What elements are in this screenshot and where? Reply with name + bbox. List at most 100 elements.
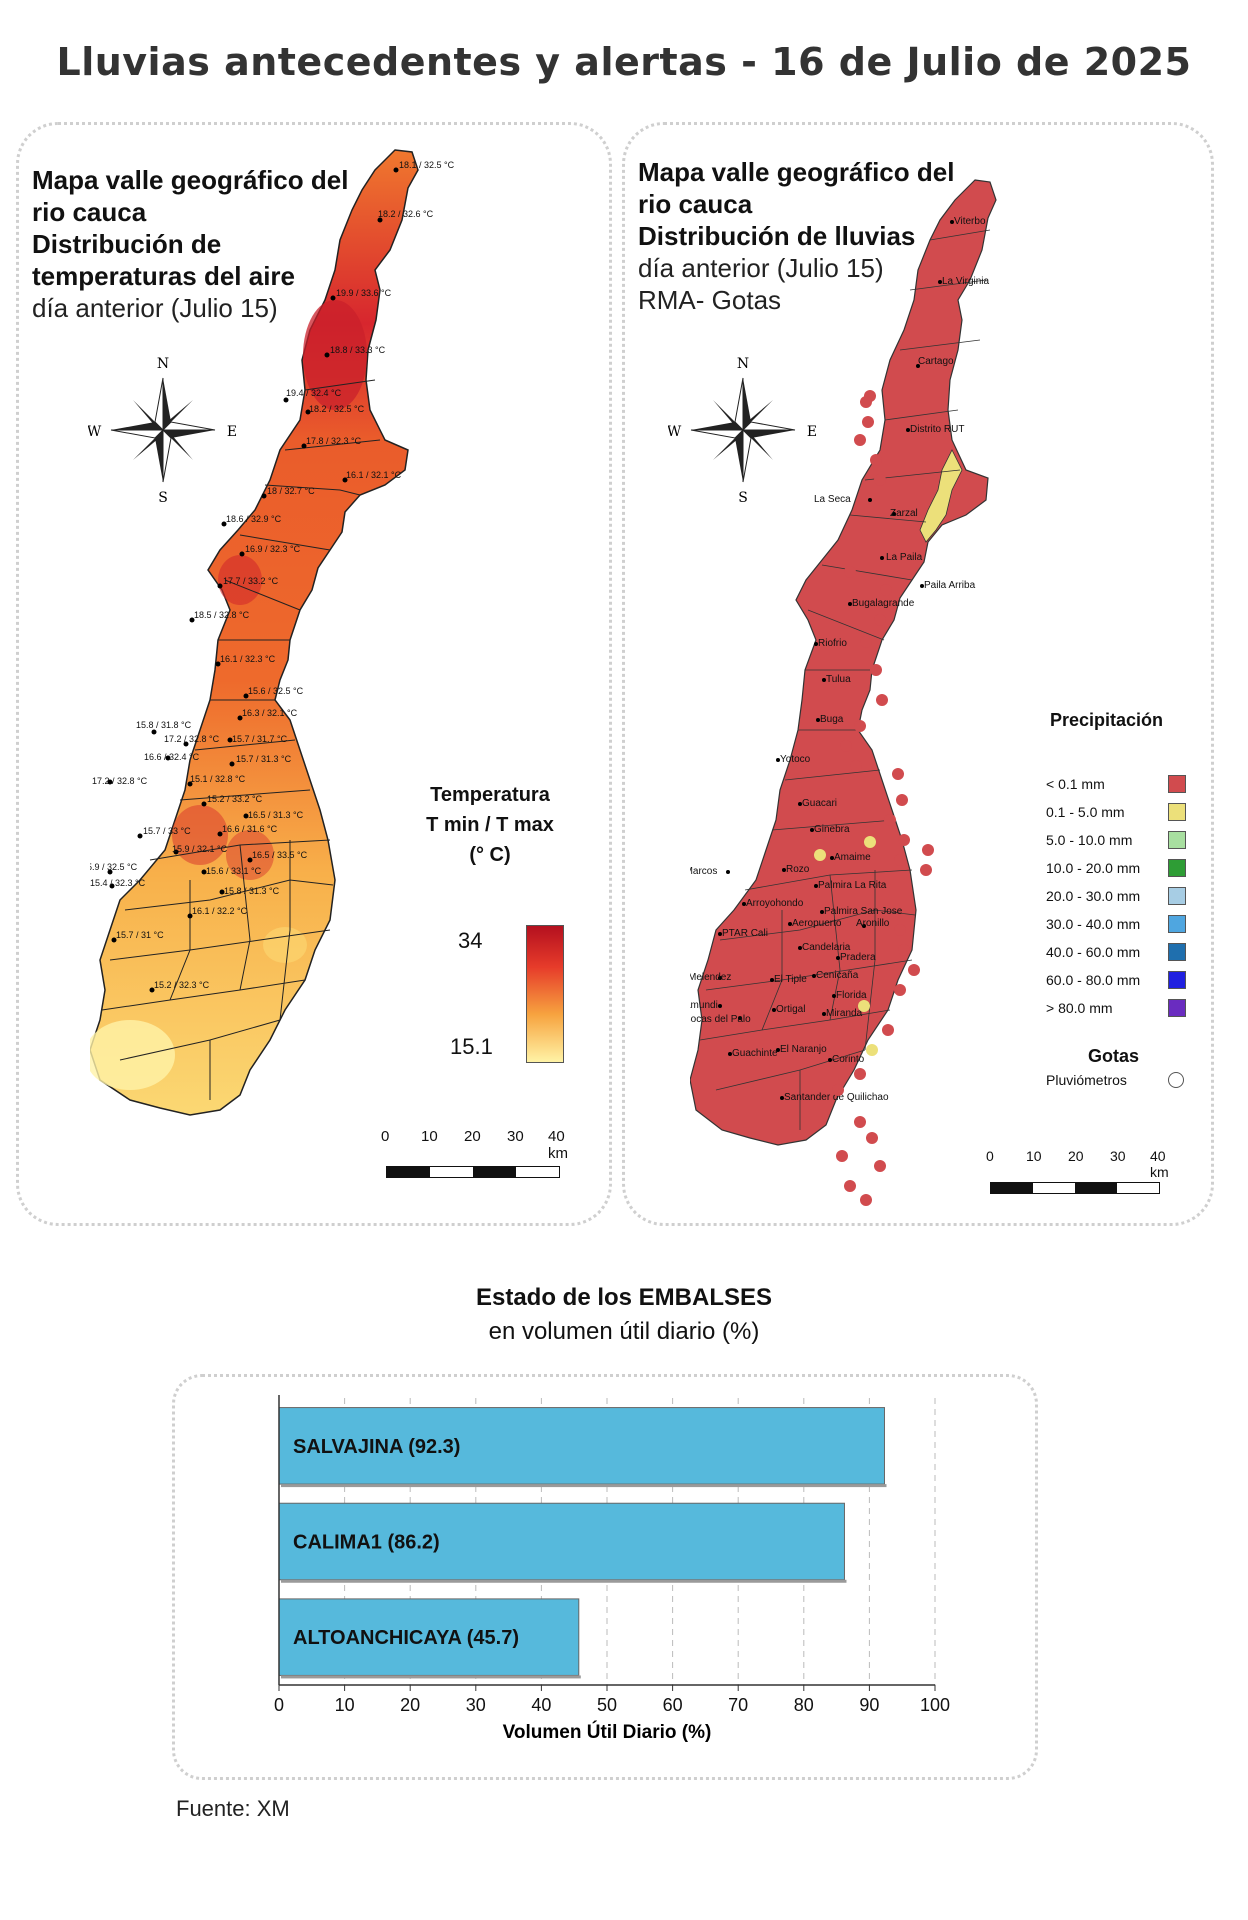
svg-text:E: E: [807, 424, 817, 440]
svg-text:19.9 / 33.6 °C: 19.9 / 33.6 °C: [336, 288, 392, 298]
precipitation-swatch: [1168, 859, 1186, 877]
svg-text:Cartago: Cartago: [918, 356, 954, 367]
precipitation-legend-item: 0.1 - 5.0 mm: [1046, 804, 1125, 820]
svg-text:15.2 / 32.3 °C: 15.2 / 32.3 °C: [154, 980, 210, 990]
svg-text:Amaime: Amaime: [834, 852, 871, 863]
temperature-color-ramp: [526, 925, 564, 1063]
svg-text:Santander de Quilichao: Santander de Quilichao: [784, 1092, 889, 1103]
svg-text:S: S: [158, 490, 168, 502]
svg-text:Paila Arriba: Paila Arriba: [924, 580, 976, 591]
compass-rose-icon: N S E W: [88, 356, 237, 502]
x-tick-label: 60: [663, 1695, 683, 1715]
svg-text:Corinto: Corinto: [832, 1054, 865, 1065]
svg-text:18.6 / 32.9 °C: 18.6 / 32.9 °C: [226, 514, 282, 524]
svg-text:16.6 / 32.4 °C: 16.6 / 32.4 °C: [144, 752, 200, 762]
svg-text:W: W: [88, 424, 102, 440]
svg-text:El Tiple: El Tiple: [774, 974, 807, 985]
svg-text:18.2 / 32.5 °C: 18.2 / 32.5 °C: [309, 404, 365, 414]
reservoir-bar: [278, 1407, 885, 1485]
svg-text:16.5 / 31.3 °C: 16.5 / 31.3 °C: [248, 810, 304, 820]
precipitation-legend-item: 60.0 - 80.0 mm: [1046, 972, 1141, 988]
svg-text:Rozo: Rozo: [786, 864, 810, 875]
svg-text:15.7 / 31.7 °C: 15.7 / 31.7 °C: [232, 734, 288, 744]
svg-text:17.2 / 32.8 °C: 17.2 / 32.8 °C: [164, 734, 220, 744]
svg-text:PTAR Cali: PTAR Cali: [722, 928, 768, 939]
svg-text:19.4 / 32.4 °C: 19.4 / 32.4 °C: [286, 388, 342, 398]
svg-text:16.9 / 32.3 °C: 16.9 / 32.3 °C: [245, 544, 301, 554]
x-tick-label: 0: [274, 1695, 284, 1715]
svg-text:17.2 / 32.8 °C: 17.2 / 32.8 °C: [92, 776, 148, 786]
x-tick-label: 10: [335, 1695, 355, 1715]
valle-region-rain-shape: [690, 179, 997, 1146]
temperature-legend-min: 15.1: [450, 1034, 493, 1059]
reservoirs-panel: [172, 1374, 1038, 1780]
temperature-scale-bar: [386, 1166, 560, 1178]
x-tick-label: 80: [794, 1695, 814, 1715]
svg-text:Zarzal: Zarzal: [890, 508, 918, 519]
svg-text:16.1 / 32.1 °C: 16.1 / 32.1 °C: [346, 470, 402, 480]
temperature-map-heading: Mapa valle geográfico del rio cauca Dist…: [32, 164, 412, 324]
precipitation-legend-item: 30.0 - 40.0 mm: [1046, 916, 1141, 932]
rain-map-heading: Mapa valle geográfico del rio cauca Dist…: [638, 156, 1018, 316]
svg-text:15.7 / 31 °C: 15.7 / 31 °C: [116, 930, 164, 940]
precipitation-legend-item: > 80.0 mm: [1046, 1000, 1113, 1016]
svg-text:16.1 / 32.3 °C: 16.1 / 32.3 °C: [220, 654, 276, 664]
svg-text:Aeropuerto: Aeropuerto: [792, 918, 842, 929]
svg-text:Jamundi: Jamundi: [690, 1000, 718, 1011]
x-tick-label: 100: [920, 1695, 950, 1715]
svg-text:Distrito RUT: Distrito RUT: [910, 424, 964, 435]
precipitation-legend-item: 5.0 - 10.0 mm: [1046, 832, 1133, 848]
svg-text:18.5 / 32.8 °C: 18.5 / 32.8 °C: [194, 610, 250, 620]
precipitation-legend-item: 20.0 - 30.0 mm: [1046, 888, 1141, 904]
svg-text:15.8 / 31.8 °C: 15.8 / 31.8 °C: [136, 720, 192, 730]
precipitation-swatch: [1168, 971, 1186, 989]
compass-rose-icon: N S E W: [668, 356, 817, 502]
source-note: Fuente: XM: [176, 1796, 290, 1821]
rain-scale-bar: [990, 1182, 1160, 1194]
reservoir-bar-label: SALVAJINA (92.3): [293, 1436, 460, 1458]
precipitation-swatch: [1168, 803, 1186, 821]
precipitation-legend-item: 40.0 - 60.0 mm: [1046, 944, 1141, 960]
svg-text:Buga: Buga: [820, 714, 844, 725]
svg-text:18.8 / 33.3 °C: 18.8 / 33.3 °C: [330, 345, 386, 355]
rain-map-subheading: día anterior (Julio 15): [638, 253, 884, 283]
svg-text:17.7 / 33.2 °C: 17.7 / 33.2 °C: [223, 576, 279, 586]
svg-text:18 / 32.7 °C: 18 / 32.7 °C: [267, 486, 315, 496]
precipitation-legend-title: Precipitación: [1050, 710, 1164, 730]
temperature-map: 18.1 / 32.5 °C 18.2 / 32.6 °C 19.9 / 33.…: [90, 149, 455, 1116]
svg-text:N: N: [157, 356, 169, 372]
svg-text:16.1 / 32.2 °C: 16.1 / 32.2 °C: [192, 906, 248, 916]
svg-text:E: E: [227, 424, 237, 440]
chart-x-label: Volumen Útil Diario (%): [503, 1721, 712, 1743]
svg-text:Cenicaña: Cenicaña: [816, 970, 859, 981]
svg-text:15.6 / 33.1 °C: 15.6 / 33.1 °C: [206, 866, 262, 876]
svg-text:Ortigal: Ortigal: [776, 1004, 805, 1015]
temperature-stations: 18.1 / 32.5 °C 18.2 / 32.6 °C 19.9 / 33.…: [90, 160, 455, 993]
svg-text:La Seca: La Seca: [814, 494, 851, 505]
precipitation-legend-item: 10.0 - 20.0 mm: [1046, 860, 1141, 876]
svg-text:Guacari: Guacari: [802, 798, 837, 809]
svg-text:15.9 / 32.1 °C: 15.9 / 32.1 °C: [172, 844, 228, 854]
svg-text:15.6 / 32.5 °C: 15.6 / 32.5 °C: [248, 686, 304, 696]
svg-text:La Paila: La Paila: [886, 552, 923, 563]
svg-text:15.7 / 31.3 °C: 15.7 / 31.3 °C: [236, 754, 292, 764]
svg-text:El Naranjo: El Naranjo: [780, 1044, 827, 1055]
rain-towns: Viterbo La Virginia Cartago Distrito RUT…: [690, 216, 990, 1103]
rain-gauges-outside: [832, 390, 934, 1206]
svg-text:18.2 / 32.6 °C: 18.2 / 32.6 °C: [378, 209, 434, 219]
precipitation-swatch: [1168, 943, 1186, 961]
precipitation-swatch: [1168, 915, 1186, 933]
svg-text:Aronillo: Aronillo: [856, 918, 890, 929]
precipitation-legend-item: < 0.1 mm: [1046, 776, 1105, 792]
precipitation-swatch: [1168, 775, 1186, 793]
reservoir-bar-shadow: [281, 1484, 887, 1488]
temperature-map-subheading: día anterior (Julio 15): [32, 293, 278, 323]
reservoir-bar-label: CALIMA1 (86.2): [293, 1532, 440, 1554]
svg-text:18.1 / 32.5 °C: 18.1 / 32.5 °C: [399, 160, 455, 170]
rain-map-panel: [622, 122, 1214, 1226]
svg-text:La Virginia: La Virginia: [942, 276, 990, 287]
svg-text:Tulua: Tulua: [826, 674, 851, 685]
svg-text:16.3 / 32.1 °C: 16.3 / 32.1 °C: [242, 708, 298, 718]
svg-text:Miranda: Miranda: [826, 1008, 863, 1019]
svg-text:Melendez: Melendez: [690, 972, 731, 983]
